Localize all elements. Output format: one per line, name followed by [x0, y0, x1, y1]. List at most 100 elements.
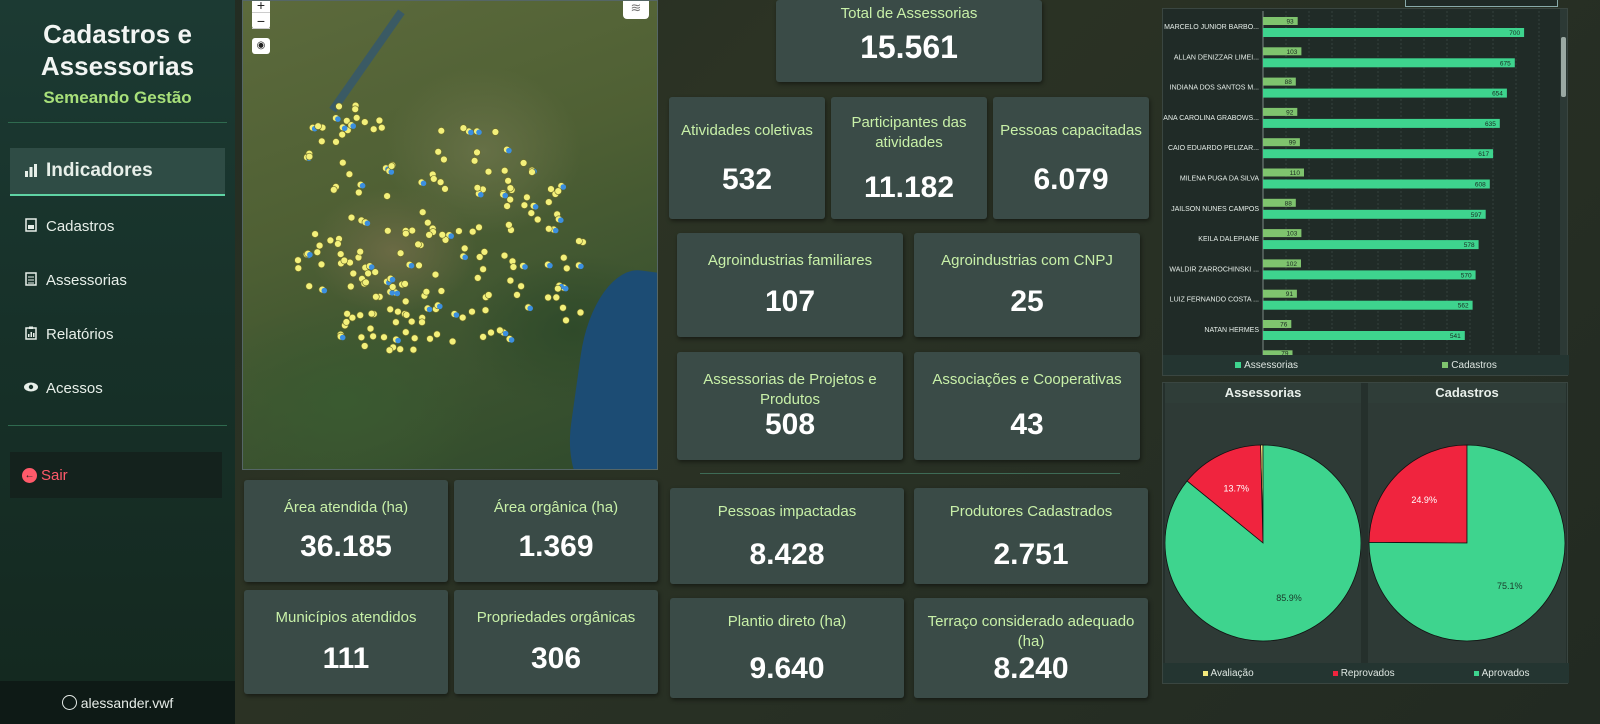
data-label-cadastros: 103 [1287, 49, 1298, 56]
data-label-cadastros: 110 [1290, 170, 1301, 177]
map-marker [402, 229, 410, 238]
map-marker [436, 178, 445, 186]
map-marker [340, 256, 349, 265]
map-marker-blue [368, 264, 375, 270]
data-label-cadastros: 88 [1285, 200, 1293, 207]
category-label: JAILSON NUNES CAMPOS [1171, 206, 1259, 213]
legend-item-reprovados: Reprovados [1332, 668, 1395, 679]
user-info[interactable]: alessander.vwf [0, 681, 235, 724]
map[interactable]: + − ◉ ≋ [242, 0, 658, 470]
sidebar-item-acessos[interactable]: Acessos [10, 364, 225, 412]
sidebar-item-cadastros[interactable]: Cadastros [10, 202, 225, 250]
map-marker [547, 185, 555, 193]
map-marker [311, 230, 319, 238]
sidebar-item-assessorias[interactable]: Assessorias [10, 256, 225, 304]
map-marker [559, 304, 567, 312]
map-marker [520, 201, 529, 209]
data-label-assessorias: 562 [1458, 303, 1469, 310]
map-marker [505, 221, 513, 229]
map-marker-blue [522, 264, 528, 270]
map-marker [317, 260, 326, 269]
metric-value: 25 [1010, 285, 1044, 318]
pie-slice-reprovados [1368, 444, 1468, 544]
logout-button[interactable]: ← Sair [10, 452, 222, 498]
bar-cadastros [1263, 138, 1300, 147]
bar-assessorias [1263, 149, 1494, 159]
map-marker [480, 248, 489, 256]
legend-item-aprovados: Aprovados [1473, 668, 1529, 679]
metric-label: Total de Assessorias [840, 5, 978, 22]
map-marker [562, 316, 570, 324]
map-marker-blue [560, 184, 567, 190]
brand: Cadastros e Assessorias Semeando Gestão [0, 0, 235, 108]
list-icon [22, 271, 40, 289]
map-marker-blue [453, 312, 460, 318]
data-label-cadastros: 92 [1286, 109, 1294, 116]
map-marker [517, 282, 525, 290]
zoom-in-button[interactable]: + [252, 1, 270, 13]
map-marker-blue [359, 182, 366, 189]
scrollbar-thumb[interactable] [1561, 37, 1566, 97]
card-area-atendida: Área atendida (ha) 36.185 [244, 480, 448, 582]
card-pessoas-capacitadas: Pessoas capacitadas 6.079 [993, 97, 1149, 219]
map-marker [479, 265, 487, 273]
map-marker [339, 159, 347, 167]
card-associacoes: Associações e Cooperativas 43 [914, 352, 1140, 460]
bar-cadastros [1263, 320, 1292, 328]
card-total-assessorias: Total de Assessorias 15.561 [776, 0, 1042, 82]
data-label-assessorias: 675 [1500, 60, 1511, 67]
user-icon [61, 695, 77, 710]
bar-assessorias [1263, 28, 1525, 37]
section-divider [700, 473, 1120, 474]
card-agro-familiares: Agroindustrias familiares 107 [677, 233, 903, 337]
map-marker [474, 274, 482, 282]
map-marker [575, 237, 583, 245]
map-marker [414, 240, 422, 249]
data-label-assessorias: 635 [1485, 121, 1496, 128]
zoom-out-button[interactable]: − [252, 13, 270, 29]
map-marker [356, 248, 364, 256]
map-marker [484, 168, 493, 176]
map-marker [491, 128, 500, 136]
map-marker-blue [558, 217, 564, 223]
category-label: WALDIR ZARROCHINSKI ... [1169, 266, 1259, 273]
map-marker [362, 278, 370, 287]
map-marker [408, 226, 416, 235]
sidebar-item-indicadores[interactable]: Indicadores [10, 148, 225, 196]
metric-label: Plantio direto (ha) [727, 613, 847, 630]
category-label: NATAN HERMES [1204, 327, 1259, 334]
legend-swatch [1442, 361, 1449, 368]
map-marker-blue [388, 169, 395, 175]
map-marker [335, 102, 343, 111]
map-marker [437, 287, 446, 295]
map-marker [470, 157, 479, 165]
chart-scrollbar[interactable] [1560, 9, 1567, 357]
layers-icon[interactable]: ≋ [623, 1, 649, 19]
metric-value: 15.561 [860, 29, 958, 65]
metric-label: Associações e Cooperativas [932, 371, 1122, 388]
map-marker-blue [389, 276, 396, 283]
sidebar-item-relatorios[interactable]: Relatórios [10, 310, 225, 358]
pie-chart-assessorias: 13.7% 85.9% [1164, 444, 1362, 642]
card-terraco: Terraço considerado adequado (ha) 8.240 [914, 598, 1148, 698]
sidebar-divider [8, 122, 227, 123]
map-marker [343, 310, 351, 318]
data-label-assessorias: 578 [1464, 242, 1475, 249]
map-marker-blue [364, 220, 371, 227]
data-label-assessorias: 654 [1492, 91, 1503, 98]
map-marker [330, 186, 338, 194]
card-agro-cnpj: Agroindustrias com CNPJ 25 [914, 233, 1140, 337]
metric-label: Terraço considerado adequado (ha) [927, 613, 1135, 650]
map-marker-blue [552, 227, 559, 234]
map-marker [361, 118, 369, 126]
map-marker [418, 318, 426, 326]
metric-label: Produtores Cadastrados [949, 503, 1113, 520]
legend-swatch [1473, 670, 1479, 676]
metric-label: Atividades coletivas [681, 122, 813, 139]
map-marker [332, 138, 340, 146]
metric-value: 11.182 [863, 171, 955, 204]
data-label-cadastros: 76 [1280, 322, 1288, 329]
map-marker [408, 317, 416, 326]
locate-icon[interactable]: ◉ [252, 38, 270, 54]
map-marker [396, 345, 404, 353]
